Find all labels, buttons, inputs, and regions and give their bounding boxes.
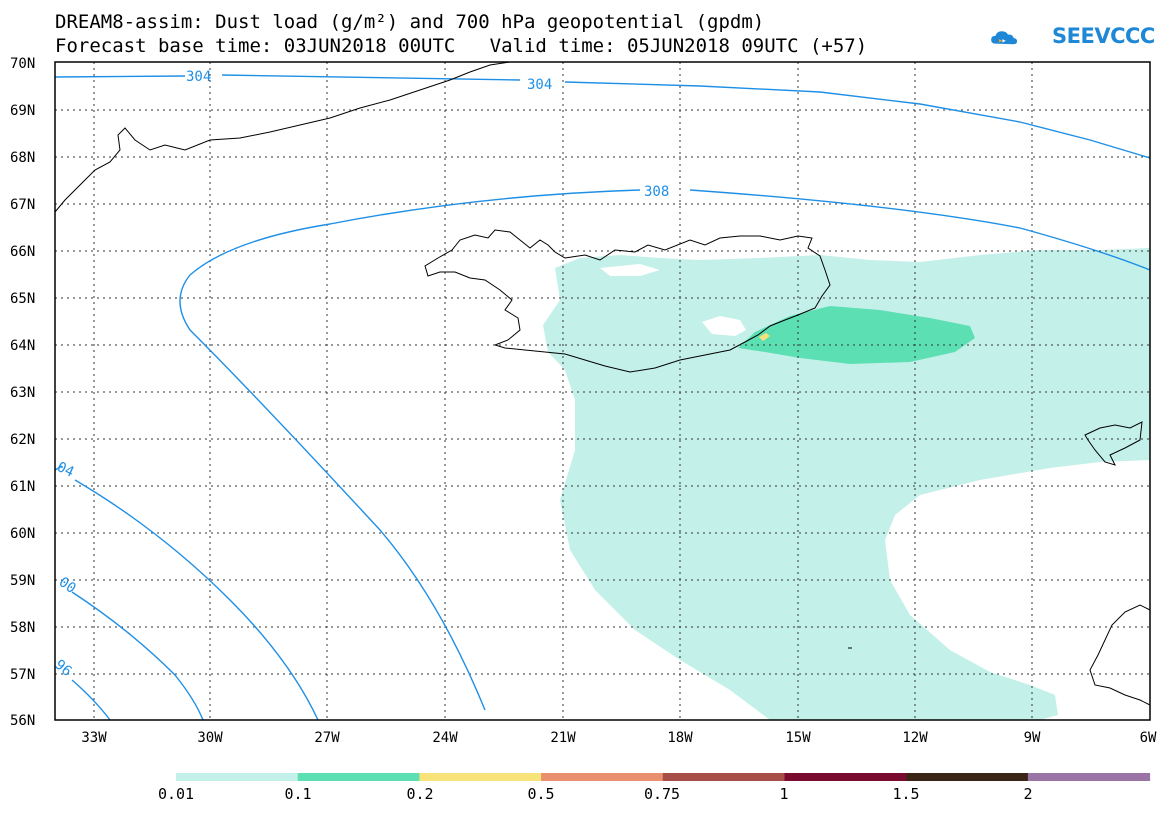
dust-area-0.1 — [738, 306, 975, 364]
colorbar — [176, 773, 1151, 781]
contour-label: 304 — [527, 77, 552, 93]
dust-area-0.2 — [759, 333, 770, 341]
lon-label: 15W — [785, 730, 811, 746]
contour-300 — [71, 591, 204, 721]
iceland-coastline — [424, 229, 831, 373]
map-title: DREAM8-assim: Dust load (g/m²) and 700 h… — [55, 11, 765, 33]
colorbar-label: 2 — [1023, 785, 1033, 803]
colorbar-swatch — [419, 773, 542, 781]
colorbar-swatch — [906, 773, 1029, 781]
logo-text: SEEVCCC — [1052, 24, 1155, 48]
lat-label: 63N — [10, 385, 35, 401]
lat-label: 68N — [10, 150, 35, 166]
contour-308 — [179, 189, 1151, 711]
contour-label: 00 — [56, 574, 79, 597]
colorbar-label: 0.1 — [284, 785, 312, 803]
colorbar-swatch — [1027, 773, 1151, 781]
contour-label: 04 — [54, 459, 76, 481]
longitude-axis: 33W 30W 27W 24W 21W 18W 15W 12W 9W 6W — [81, 730, 1157, 746]
lon-label: 12W — [902, 730, 928, 746]
colorbar-label: 0.01 — [157, 785, 195, 803]
lon-label: 33W — [81, 730, 107, 746]
cloud-logo-icon — [991, 31, 1018, 45]
colorbar-label: 1.5 — [892, 785, 920, 803]
lon-label: 9W — [1024, 730, 1041, 746]
colorbar-swatch — [176, 773, 299, 781]
map-gridlines — [55, 62, 1150, 720]
geopotential-contours — [54, 74, 1151, 721]
colorbar-label: 1 — [779, 785, 789, 803]
contour-296 — [71, 679, 111, 721]
lon-label: 24W — [432, 730, 458, 746]
contour-label: 304 — [186, 69, 211, 85]
dust-load-shading — [543, 248, 1150, 720]
scotland-coastline — [1089, 604, 1151, 706]
lat-label: 56N — [10, 713, 35, 729]
contour-304-south — [74, 479, 319, 721]
lat-label: 59N — [10, 573, 35, 589]
lat-label: 58N — [10, 620, 35, 636]
colorbar-label: 0.75 — [643, 785, 681, 803]
lat-label: 67N — [10, 197, 35, 213]
coastlines — [54, 61, 1151, 706]
lat-label: 57N — [10, 667, 35, 683]
dust-hole-2 — [600, 264, 660, 276]
lat-label: 70N — [10, 56, 35, 72]
colorbar-swatch — [297, 773, 420, 781]
map-frame — [54, 61, 1151, 721]
lon-label: 21W — [550, 730, 576, 746]
latitude-axis: 70N 69N 68N 67N 66N 65N 64N 63N 62N 61N … — [10, 56, 35, 729]
greenland-coastline — [54, 61, 511, 213]
colorbar-swatch — [784, 773, 907, 781]
colorbar-swatch — [541, 773, 664, 781]
lat-label: 66N — [10, 244, 35, 260]
lon-label: 18W — [667, 730, 693, 746]
lon-label: 30W — [197, 730, 223, 746]
dust-area-0.01 — [543, 248, 1150, 720]
dust-hole-1 — [702, 316, 746, 336]
lon-label: 6W — [1140, 730, 1157, 746]
lat-label: 60N — [10, 526, 35, 542]
lat-label: 61N — [10, 479, 35, 495]
map-subtitle: Forecast base time: 03JUN2018 00UTC Vali… — [55, 35, 868, 57]
lon-label: 27W — [314, 730, 340, 746]
lat-label: 64N — [10, 338, 35, 354]
lat-label: 69N — [10, 103, 35, 119]
faroe-coastline — [1084, 421, 1143, 466]
colorbar-label: 0.2 — [406, 785, 434, 803]
colorbar-label: 0.5 — [527, 785, 555, 803]
contour-labels: 304 304 308 04 00 96 — [51, 69, 669, 680]
contour-304 — [54, 74, 1151, 159]
contour-304-edge — [54, 465, 63, 471]
contour-label: 308 — [644, 184, 669, 200]
colorbar-swatch — [662, 773, 785, 781]
lat-label: 65N — [10, 291, 35, 307]
lat-label: 62N — [10, 432, 35, 448]
